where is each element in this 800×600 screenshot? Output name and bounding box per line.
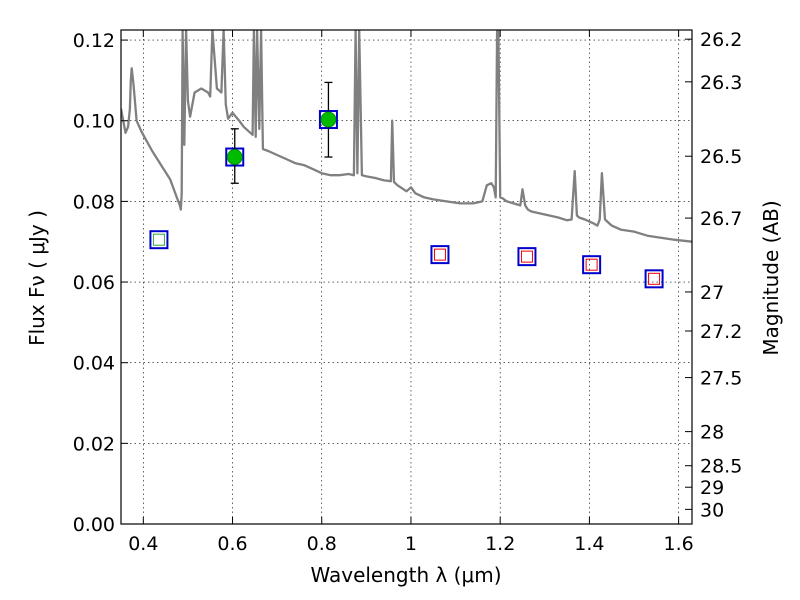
x-tick-label: 1.4 — [574, 533, 604, 555]
non-detection-marker — [433, 248, 446, 261]
y-tick-label: 0.10 — [73, 111, 115, 133]
plot-frame — [120, 29, 693, 525]
y2-tick-label: 28.5 — [700, 456, 742, 478]
non-detection-marker — [520, 250, 533, 263]
x-tick-label: 1.2 — [485, 533, 515, 555]
x-tick-label: 0.8 — [307, 533, 337, 555]
y-tick-label: 0.04 — [73, 353, 115, 375]
y2-tick-label: 26.3 — [700, 72, 742, 94]
y2-tick-label: 27.5 — [700, 368, 742, 390]
plot-area — [121, 30, 692, 243]
y-tick-label: 0.00 — [73, 514, 115, 536]
y2-tick-label: 30 — [700, 499, 724, 521]
y-tick-label: 0.12 — [73, 30, 115, 52]
x-tick-label: 1.6 — [664, 533, 694, 555]
model-photometry-marker — [644, 269, 664, 289]
y2-tick-label: 29 — [700, 477, 724, 499]
x-tick-label: 1 — [405, 533, 417, 555]
y2-tick-label: 27 — [700, 282, 724, 304]
non-detection-marker — [648, 272, 661, 285]
y2-tick-label: 26.5 — [700, 146, 742, 168]
markers — [149, 81, 664, 289]
x-tick-label: 0.6 — [217, 533, 247, 555]
model-photometry-marker — [149, 230, 169, 250]
ticks: 0.4 0.6 0.8 1 1.2 1.4 1.6 0.00 0.02 0.04 0.06 0.08 0… — [73, 29, 743, 555]
y2-tick-label: 27.2 — [700, 321, 742, 343]
non-detection-marker — [585, 258, 598, 271]
x-tick-label: 0.4 — [128, 533, 158, 555]
y-tick-label: 0.08 — [73, 191, 115, 213]
y-axis-title: Flux Fν ( μJy ) — [25, 210, 49, 346]
model-photometry-marker — [582, 255, 602, 275]
y2-tick-label: 26.2 — [700, 29, 742, 51]
sed-template-line — [121, 30, 692, 243]
x-axis-title: Wavelength λ (μm) — [310, 563, 501, 587]
model-photometry-marker — [517, 247, 537, 267]
y2-tick-label: 26.7 — [700, 208, 742, 230]
y2-tick-label: 28 — [700, 422, 724, 444]
non-detection-marker — [152, 233, 165, 246]
detection-marker — [226, 149, 243, 165]
detection-marker — [320, 111, 337, 128]
model-photometry-marker — [430, 245, 450, 265]
y-tick-label: 0.06 — [73, 272, 115, 294]
y2-axis-title: Magnitude (AB) — [759, 200, 783, 355]
y-tick-label: 0.02 — [73, 433, 115, 455]
